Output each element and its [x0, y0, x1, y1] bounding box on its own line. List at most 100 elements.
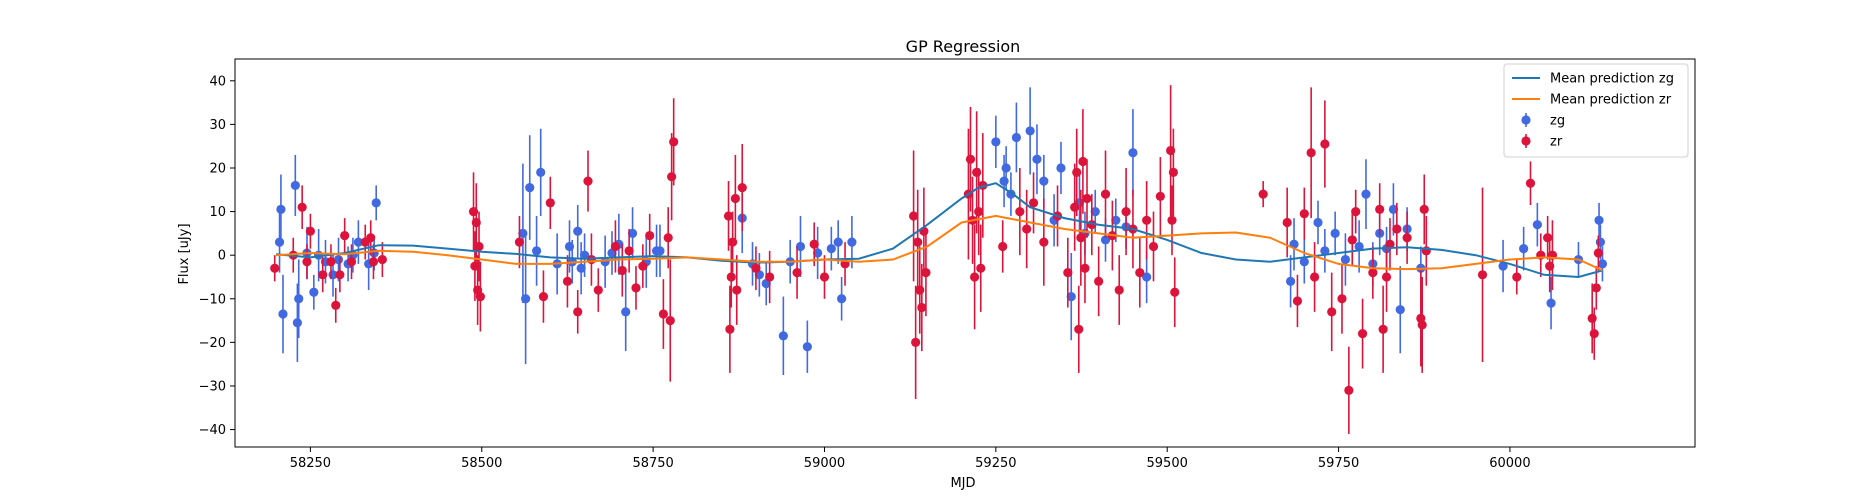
- zr-point: [1167, 215, 1177, 225]
- zr-point: [475, 291, 485, 302]
- zr-point: [1063, 268, 1073, 278]
- zr-point: [624, 246, 634, 256]
- zr-point: [1299, 209, 1309, 219]
- zg-point: [1313, 217, 1323, 228]
- legend-entry-label: zr: [1550, 135, 1563, 150]
- x-tick-label: 59750: [1318, 456, 1359, 471]
- zr-point: [663, 233, 673, 243]
- zr-point: [1512, 272, 1522, 282]
- zr-point: [723, 211, 734, 221]
- zg-point: [521, 294, 531, 304]
- zg-point: [802, 342, 812, 352]
- zg-point: [1066, 291, 1076, 302]
- zg-point: [525, 183, 535, 193]
- zr-point: [617, 265, 627, 276]
- zr-point: [1543, 233, 1553, 243]
- zr-point: [1076, 233, 1086, 243]
- y-axis-label: Flux [uJy]: [177, 223, 192, 284]
- zr-point: [335, 270, 345, 280]
- zr-point: [1351, 206, 1361, 217]
- legend-point-swatch: [1521, 115, 1531, 125]
- zr-point: [573, 307, 583, 317]
- zr-point: [921, 268, 931, 278]
- zr-point: [1142, 215, 1152, 225]
- zr-point: [297, 202, 307, 212]
- zr-point: [908, 211, 919, 221]
- zg-point: [991, 137, 1001, 147]
- zr-point: [1094, 276, 1104, 286]
- zr-point: [1082, 193, 1092, 204]
- zr-point: [1357, 329, 1368, 339]
- zr-point: [792, 268, 802, 278]
- legend-entry-label: zg: [1550, 114, 1565, 129]
- zr-point: [1070, 202, 1080, 212]
- zg-point: [1546, 298, 1556, 308]
- zg-point: [1597, 259, 1608, 269]
- zr-point: [538, 291, 549, 302]
- zr-point: [913, 237, 923, 247]
- zg-point: [778, 331, 788, 341]
- zr-point: [1022, 224, 1032, 234]
- zr-point: [974, 206, 984, 217]
- zr-point: [631, 283, 641, 293]
- zr-point: [1378, 324, 1388, 334]
- zg-point: [536, 167, 546, 177]
- zg-point: [333, 254, 344, 265]
- zr-point: [366, 233, 376, 243]
- zg-point: [276, 204, 286, 215]
- zr-point: [645, 230, 655, 241]
- zg-point: [1320, 246, 1330, 256]
- zr-point: [1344, 385, 1354, 395]
- zr-point: [610, 241, 621, 252]
- zr-point: [1135, 268, 1145, 278]
- zg-point: [1532, 220, 1542, 230]
- zg-point: [1340, 254, 1351, 265]
- y-tick-label: −20: [199, 336, 226, 351]
- zg-point: [1056, 163, 1066, 173]
- zr-point: [1292, 296, 1303, 306]
- x-tick-label: 59250: [975, 456, 1016, 471]
- zr-point: [331, 300, 341, 310]
- zr-point: [969, 272, 980, 282]
- zr-point: [1381, 272, 1392, 282]
- zg-point: [1100, 235, 1111, 245]
- zr-point: [318, 270, 328, 280]
- zr-point: [545, 198, 555, 208]
- zr-point: [1114, 285, 1124, 295]
- series-layer: [270, 85, 1608, 434]
- zr-point: [1337, 294, 1347, 304]
- zr-point: [1368, 268, 1378, 278]
- zr-point: [1477, 270, 1488, 280]
- zr-point: [665, 315, 675, 326]
- zr-point: [915, 285, 925, 295]
- y-axis: −40 −30 −20 −10 0 10 20 30 40: [199, 74, 235, 438]
- zr-point: [270, 263, 280, 273]
- zr-point: [732, 285, 742, 295]
- zr-point: [1148, 241, 1159, 252]
- y-tick-label: −40: [199, 423, 226, 438]
- zr-point: [302, 257, 312, 267]
- zr-point: [1593, 248, 1603, 258]
- zg-point: [371, 198, 381, 208]
- plot-frame: [234, 58, 1696, 448]
- zg-point: [813, 248, 823, 258]
- zr-point: [809, 239, 819, 249]
- zg-point: [1090, 206, 1100, 217]
- zg-point: [833, 237, 843, 247]
- zr-point: [326, 257, 336, 267]
- zg-point: [1299, 257, 1309, 267]
- zg-point: [1025, 126, 1035, 136]
- y-tick-label: 0: [218, 249, 226, 264]
- zr-point: [1028, 198, 1039, 208]
- zr-point: [1587, 313, 1597, 323]
- zr-point: [593, 285, 603, 295]
- zr-point: [1375, 204, 1385, 215]
- zr-point: [1347, 235, 1357, 245]
- zg-point: [1361, 189, 1371, 199]
- zr-point: [1170, 287, 1180, 297]
- zg-point: [1032, 154, 1042, 164]
- zg-point: [826, 244, 836, 254]
- zr-point: [1417, 320, 1427, 330]
- zr-point: [1309, 272, 1320, 282]
